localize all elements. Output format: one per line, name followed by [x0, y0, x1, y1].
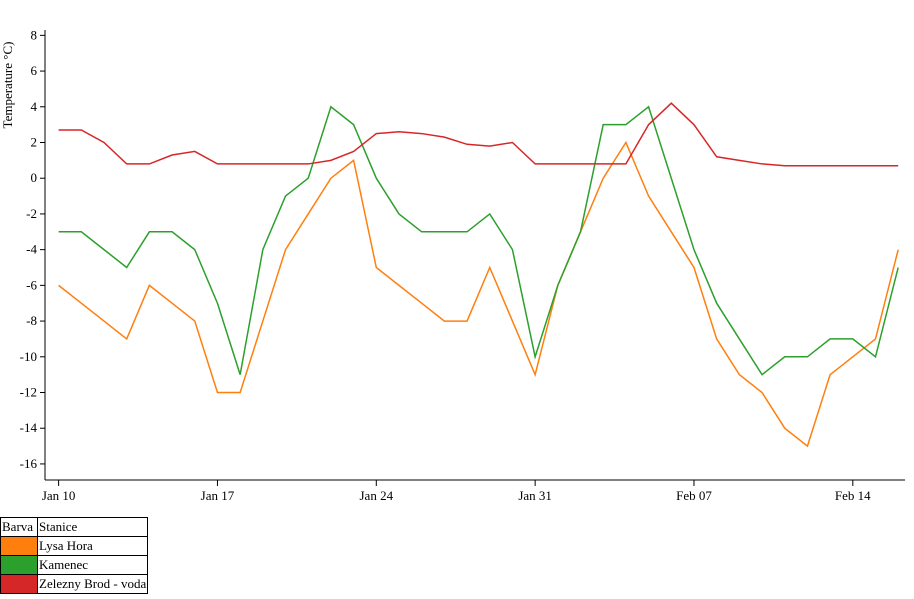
y-tick-label: 0 [31, 170, 38, 185]
y-tick-label: -12 [20, 385, 37, 400]
y-tick-label: 6 [31, 63, 38, 78]
x-tick-label: Feb 14 [835, 488, 871, 503]
y-tick-label: 2 [31, 135, 38, 150]
legend-header: Barva [0, 517, 38, 537]
x-tick-label: Jan 17 [201, 488, 235, 503]
y-tick-label: -8 [26, 313, 37, 328]
series-line [58, 105, 899, 376]
legend: Barva Stanice Lysa Hora Kamenec Zelezny Bro… [0, 517, 149, 594]
y-tick-label: -10 [20, 349, 37, 364]
chart: Temperature °C) 8 6 4 2 0 -2 -4 -6 -8 -10 -12 -14 -1… [0, 27, 905, 503]
y-tick-label: -2 [26, 206, 37, 221]
x-tick-label: Jan 31 [518, 488, 552, 503]
legend-label: Kamenec [36, 555, 149, 575]
y-tick-label: -14 [20, 420, 38, 435]
series-line [58, 102, 899, 167]
x-tick-label: Feb 07 [676, 488, 712, 503]
series-line [58, 140, 899, 448]
legend-label: Lysa Hora [36, 536, 149, 556]
y-tick-label: -6 [26, 277, 37, 292]
legend-label: Zelezny Brod - voda [36, 574, 149, 594]
legend-swatch [0, 536, 38, 556]
legend-header: Stanice [36, 517, 149, 537]
y-axis-label: Temperature °C) [0, 42, 15, 129]
legend-swatch [0, 574, 38, 594]
y-tick-label: -4 [26, 242, 37, 257]
y-tick-label: 4 [31, 99, 38, 114]
x-tick-label: Jan 24 [359, 488, 393, 503]
y-tick-label: -16 [20, 456, 38, 471]
legend-swatch [0, 555, 38, 575]
y-tick-label: 8 [31, 27, 38, 42]
x-tick-label: Jan 10 [42, 488, 76, 503]
